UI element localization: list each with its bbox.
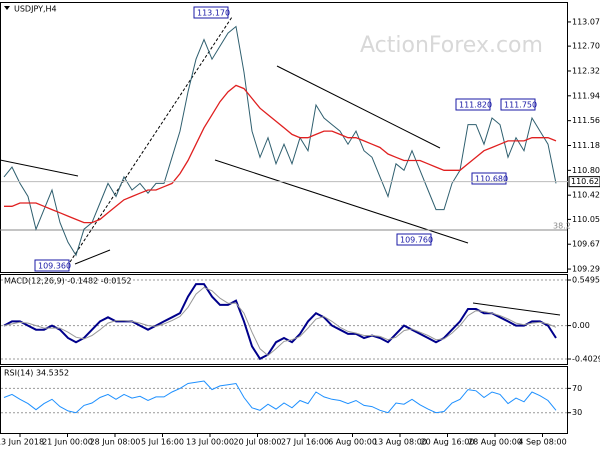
x-tick-label: 13 Jun 2018 bbox=[0, 438, 44, 447]
fibo-label: 38.2 bbox=[553, 222, 571, 231]
y-tick-label: 111.180 bbox=[572, 141, 600, 150]
series-line bbox=[3, 286, 557, 357]
annotation-box bbox=[455, 98, 491, 111]
trend-line bbox=[74, 249, 111, 265]
annotations: 113.170 109.360 111.820 111.750 110.680 … bbox=[34, 6, 571, 272]
rsi-title: RSI(14) 34.5352 bbox=[4, 369, 69, 378]
series-line bbox=[3, 283, 557, 361]
x-tick-label: 28 Aug 00:00 bbox=[468, 438, 522, 447]
annotation-box bbox=[34, 259, 70, 272]
annotation: 111.820 bbox=[459, 101, 492, 110]
y-tick-label: 111.560 bbox=[572, 116, 600, 125]
y-tick-label: 112.320 bbox=[572, 66, 600, 75]
rsi-panel bbox=[0, 366, 568, 434]
x-tick-label: 4 Sep 08:00 bbox=[518, 438, 566, 447]
x-tick-label: 5 Jul 16:00 bbox=[141, 438, 184, 447]
annotation: 109.760 bbox=[400, 236, 433, 245]
trend-line bbox=[276, 65, 441, 149]
x-tick-label: 13 Jul 00:00 bbox=[186, 438, 234, 447]
macd-panel bbox=[0, 274, 568, 365]
y-tick-label: 0.5495 bbox=[572, 276, 600, 285]
y-tick-label: 111.940 bbox=[572, 91, 600, 100]
x-tick-label: 28 Jun 08:00 bbox=[90, 438, 141, 447]
y-tick-label: 109.670 bbox=[572, 240, 600, 249]
y-tick-label: 0.00 bbox=[572, 321, 590, 330]
series-line bbox=[3, 25, 557, 257]
annotation-box bbox=[471, 172, 507, 185]
last-price-box bbox=[568, 176, 600, 188]
trend-line bbox=[472, 302, 561, 316]
annotation-box bbox=[500, 98, 536, 111]
annotation: 111.750 bbox=[504, 101, 537, 110]
trend-line bbox=[214, 159, 469, 244]
y-tick-label: 109.290 bbox=[572, 265, 600, 274]
trend-line bbox=[0, 159, 79, 177]
price-panel bbox=[0, 2, 568, 273]
x-tick-label: 13 Aug 08:00 bbox=[373, 438, 427, 447]
watermark: ActionForex.com bbox=[360, 33, 543, 58]
y-tick-label: 30 bbox=[572, 408, 582, 417]
series-line bbox=[4, 84, 557, 224]
x-tick-label: 27 Jul 16:00 bbox=[281, 438, 329, 447]
chart-title: USDJPY,H4 bbox=[14, 5, 57, 14]
y-tick-label: 70 bbox=[572, 384, 582, 393]
annotation: 109.360 bbox=[38, 262, 71, 271]
y-tick-label: 113.070 bbox=[572, 17, 600, 26]
last-price-label: 110.627 bbox=[571, 177, 600, 186]
title-arrow bbox=[4, 6, 10, 10]
y-tick-label: 110.420 bbox=[572, 191, 600, 200]
x-tick-label: 6 Aug 00:00 bbox=[328, 438, 377, 447]
annotation: 110.680 bbox=[475, 175, 508, 184]
y-tick-label: 112.700 bbox=[572, 42, 600, 51]
annotation-box bbox=[193, 6, 229, 19]
series-line bbox=[3, 380, 557, 414]
annotation: 113.170 bbox=[197, 9, 230, 18]
x-tick-label: 20 Jul 08:00 bbox=[234, 438, 282, 447]
y-tick-label: -0.4029 bbox=[572, 355, 600, 364]
x-tick-label: 21 Jun 00:00 bbox=[42, 438, 93, 447]
trend-line bbox=[69, 16, 233, 263]
x-tick-label: 20 Aug 16:00 bbox=[421, 438, 475, 447]
y-tick-label: 110.800 bbox=[572, 166, 600, 175]
annotation-box bbox=[396, 233, 432, 246]
macd-title: MACD(12,26,9) -0.1482 -0.0152 bbox=[4, 277, 132, 286]
y-tick-label: 110.050 bbox=[572, 215, 600, 224]
